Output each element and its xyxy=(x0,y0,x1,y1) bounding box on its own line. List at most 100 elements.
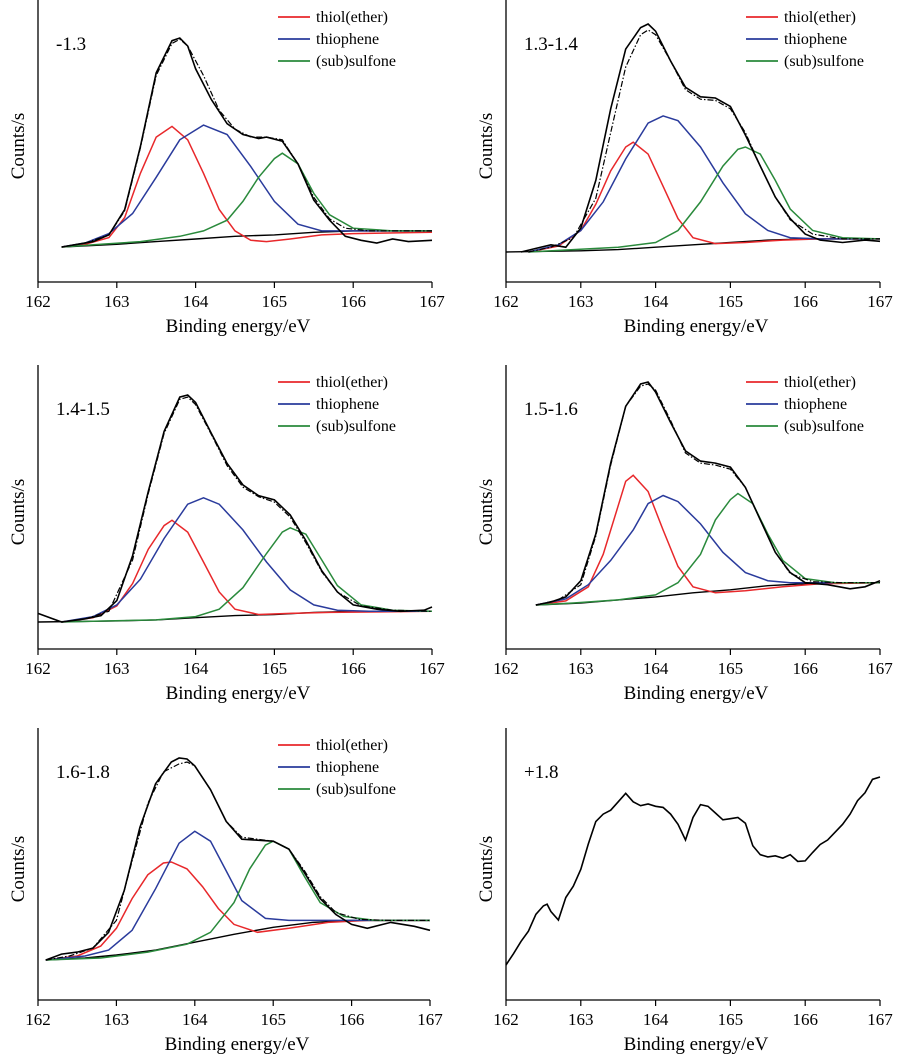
x-tick-label: 164 xyxy=(183,292,209,311)
legend: thiol(ether) thiophene (sub)sulfone xyxy=(278,374,396,435)
legend: thiol(ether) thiophene (sub)sulfone xyxy=(746,374,864,435)
measured-spectrum-line xyxy=(535,381,881,606)
x-tick-label: 163 xyxy=(104,292,130,311)
y-axis-label: Counts/s xyxy=(8,479,29,546)
x-tick-label: 165 xyxy=(262,659,288,678)
x-tick-label: 166 xyxy=(792,292,818,311)
x-tick-label: 164 xyxy=(182,1010,208,1029)
series-line xyxy=(61,496,432,623)
panel-title: -1.3 xyxy=(56,34,86,55)
x-tick-label: 166 xyxy=(340,292,366,311)
x-tick-label: 164 xyxy=(643,292,669,311)
x-tick-label: 165 xyxy=(262,292,288,311)
panel-1: 162 163 164 165 166 167 Binding energy/eV Count… xyxy=(8,0,445,337)
series-line xyxy=(528,141,880,253)
legend-label: thiol(ether) xyxy=(316,9,388,26)
x-tick-label: 167 xyxy=(417,1010,443,1029)
series-line xyxy=(61,152,432,248)
x-axis-label: Binding energy/eV xyxy=(624,1034,769,1055)
x-axis-label: Binding energy/eV xyxy=(624,316,769,337)
measured-spectrum-line xyxy=(520,23,881,253)
y-axis-label: Counts/s xyxy=(8,113,29,180)
x-tick-label: 163 xyxy=(568,659,594,678)
series-line xyxy=(528,115,880,253)
series-line xyxy=(535,492,880,606)
series-line xyxy=(61,125,433,248)
panel-title: +1.8 xyxy=(524,762,558,783)
y-axis-label: Counts/s xyxy=(476,113,497,180)
measured-spectrum-line xyxy=(61,37,433,248)
panel-title: 1.5-1.6 xyxy=(524,399,578,420)
x-tick-label: 166 xyxy=(339,1010,365,1029)
x-axis-label: Binding energy/eV xyxy=(166,316,311,337)
panel-6: 162 163 164 165 166 167 Binding energy/eV Count… xyxy=(476,728,893,1055)
legend-label: thiophene xyxy=(316,396,379,413)
x-axis-label: Binding energy/eV xyxy=(624,683,769,704)
y-axis-label: Counts/s xyxy=(476,479,497,546)
legend-label: thiophene xyxy=(316,759,379,776)
x-tick-label: 162 xyxy=(493,1010,519,1029)
fit-envelope-line xyxy=(61,396,433,623)
x-tick-label: 164 xyxy=(183,659,209,678)
legend-label: thiophene xyxy=(316,31,379,48)
panel-title: 1.6-1.8 xyxy=(56,762,110,783)
x-tick-label: 163 xyxy=(104,1010,130,1029)
legend: thiol(ether) thiophene (sub)sulfone xyxy=(278,737,396,798)
x-tick-label: 166 xyxy=(792,1010,818,1029)
x-tick-label: 167 xyxy=(867,292,893,311)
legend-label: thiol(ether) xyxy=(316,737,388,754)
measured-spectrum-line xyxy=(45,757,431,961)
series-line xyxy=(528,146,881,253)
x-tick-label: 162 xyxy=(25,1010,51,1029)
legend-label: thiol(ether) xyxy=(784,9,856,26)
series-line xyxy=(61,124,432,248)
x-tick-label: 167 xyxy=(867,1010,893,1029)
x-tick-label: 162 xyxy=(493,659,519,678)
x-tick-label: 162 xyxy=(493,292,519,311)
panel-title: 1.4-1.5 xyxy=(56,399,110,420)
x-tick-label: 163 xyxy=(568,1010,594,1029)
legend: thiol(ether) thiophene (sub)sulfone xyxy=(278,9,396,70)
x-tick-label: 162 xyxy=(25,292,51,311)
legend-label: (sub)sulfone xyxy=(316,781,396,798)
x-tick-label: 164 xyxy=(643,659,669,678)
x-tick-label: 167 xyxy=(867,659,893,678)
x-tick-label: 163 xyxy=(104,659,130,678)
x-tick-label: 166 xyxy=(792,659,818,678)
series-line xyxy=(535,474,881,606)
x-tick-label: 164 xyxy=(643,1010,669,1029)
legend: thiol(ether) thiophene (sub)sulfone xyxy=(746,9,864,70)
legend-label: thiophene xyxy=(784,31,847,48)
series-line xyxy=(535,494,880,606)
measured-spectrum-line xyxy=(37,394,433,623)
legend-label: thiol(ether) xyxy=(784,374,856,391)
background-line xyxy=(45,919,430,961)
panel-4: 162 163 164 165 166 167 Binding energy/eV Count… xyxy=(476,365,893,704)
x-tick-label: 166 xyxy=(340,659,366,678)
legend-label: (sub)sulfone xyxy=(316,53,396,70)
fit-envelope-line xyxy=(61,38,432,248)
legend-label: (sub)sulfone xyxy=(784,53,864,70)
x-tick-label: 165 xyxy=(718,292,744,311)
panel-3: 162 163 164 165 166 167 Binding energy/eV Count… xyxy=(8,365,445,704)
panel-2: 162 163 164 165 166 167 Binding energy/eV Count… xyxy=(476,0,893,337)
x-tick-label: 162 xyxy=(25,659,51,678)
measured-spectrum-line xyxy=(505,776,881,966)
x-tick-label: 167 xyxy=(419,659,445,678)
series-line xyxy=(45,830,430,961)
legend-label: thiophene xyxy=(784,396,847,413)
y-axis-label: Counts/s xyxy=(8,836,29,903)
series-line xyxy=(45,840,430,961)
legend-label: thiol(ether) xyxy=(316,374,388,391)
x-axis-label: Binding energy/eV xyxy=(166,683,311,704)
x-tick-label: 165 xyxy=(718,659,744,678)
x-tick-label: 165 xyxy=(718,1010,744,1029)
x-tick-label: 163 xyxy=(568,292,594,311)
series-line xyxy=(61,526,433,623)
y-axis-label: Counts/s xyxy=(476,836,497,903)
panel-title: 1.3-1.4 xyxy=(524,34,578,55)
x-tick-label: 165 xyxy=(260,1010,286,1029)
x-tick-label: 167 xyxy=(419,292,445,311)
series-line xyxy=(45,861,430,961)
